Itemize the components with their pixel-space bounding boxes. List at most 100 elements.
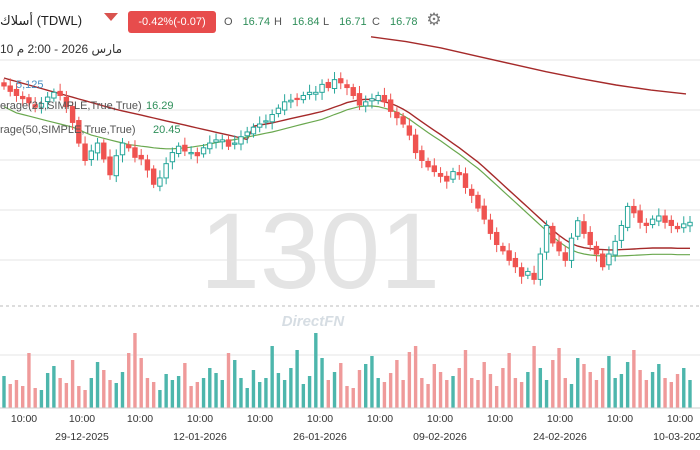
candle xyxy=(94,137,101,161)
candle xyxy=(63,91,70,113)
candle xyxy=(649,215,656,229)
candle xyxy=(76,116,82,147)
ohlc-close: C 16.78 xyxy=(372,16,417,28)
candle xyxy=(425,157,431,171)
candle xyxy=(194,147,201,164)
volume-bar xyxy=(264,378,268,408)
candle xyxy=(119,137,126,163)
symbol-dropdown-icon[interactable] xyxy=(104,13,118,21)
x-tick-date: 26-01-2026 xyxy=(293,431,347,443)
volume-readout: 5,125 xyxy=(16,79,44,91)
volume-bar xyxy=(320,358,324,408)
volume-bar xyxy=(295,350,299,408)
candle xyxy=(338,72,344,90)
candle xyxy=(599,250,606,271)
candle xyxy=(506,243,512,266)
volume-bar xyxy=(2,376,6,408)
volume-bar xyxy=(625,362,630,408)
candle xyxy=(182,137,188,157)
volume-bar xyxy=(120,372,125,408)
candle xyxy=(256,116,263,133)
x-tick-time: 10:00 xyxy=(247,413,273,425)
candle xyxy=(450,167,456,183)
candle xyxy=(319,79,325,100)
candle xyxy=(543,220,550,260)
candle xyxy=(250,123,257,138)
candle xyxy=(51,88,57,102)
volume-bar xyxy=(688,380,692,408)
volume-value: 5,125 xyxy=(16,79,44,91)
volume-bars xyxy=(2,333,692,408)
x-tick-time: 10:00 xyxy=(667,413,693,425)
volume-bar xyxy=(39,390,44,408)
volume-bar xyxy=(289,368,293,408)
volume-bar xyxy=(420,378,424,408)
gear-icon[interactable]: ⚙ xyxy=(426,10,442,29)
volume-bar xyxy=(83,390,87,408)
volume-bar xyxy=(551,360,555,408)
volume-bar xyxy=(45,373,50,408)
volume-bar xyxy=(582,364,586,408)
volume-bar xyxy=(619,374,624,408)
x-tick-time: 10:00 xyxy=(607,413,633,425)
volume-bar xyxy=(682,368,686,408)
ma21-name: erage(21,SIMPLE,True,True) xyxy=(0,100,142,112)
candle xyxy=(294,93,300,107)
volume-bar xyxy=(413,346,418,408)
volume-bar xyxy=(214,373,218,408)
candle xyxy=(213,133,219,149)
candle xyxy=(587,226,593,251)
volume-bar xyxy=(114,383,118,408)
candle xyxy=(637,204,643,229)
volume-bar xyxy=(164,374,168,408)
volume-bar xyxy=(519,382,524,408)
volume-bar xyxy=(239,378,243,408)
volume-bar xyxy=(151,382,156,408)
ohlc-open-value: 16.74 xyxy=(242,16,271,28)
x-tick-time: 10:00 xyxy=(487,413,513,425)
volume-bar xyxy=(382,382,387,408)
volume-bar xyxy=(108,380,112,408)
volume-bar xyxy=(33,388,37,408)
volume-bar xyxy=(183,363,187,408)
candle xyxy=(643,218,650,234)
candle xyxy=(350,83,356,100)
candle xyxy=(431,158,438,177)
ma50-line xyxy=(3,77,690,251)
ma21-line xyxy=(3,105,690,257)
ohlc-high-value: 16.84 xyxy=(291,16,320,28)
candle xyxy=(512,252,519,274)
candle xyxy=(244,126,250,144)
volume-bar xyxy=(457,368,461,408)
candle xyxy=(656,208,662,227)
volume-bar xyxy=(102,370,106,408)
candle xyxy=(263,114,269,129)
candle xyxy=(518,262,525,284)
candle xyxy=(44,92,51,110)
volume-bar xyxy=(270,346,274,408)
volume-bar xyxy=(58,378,62,408)
volume-bar xyxy=(357,370,362,408)
candle xyxy=(568,233,575,268)
x-tick-time: 10:00 xyxy=(69,413,95,425)
volume-bar xyxy=(669,382,673,408)
volume-bar xyxy=(426,384,430,408)
candle xyxy=(612,235,618,262)
candle xyxy=(437,167,444,183)
candle xyxy=(375,91,381,105)
volume-bar xyxy=(70,360,75,408)
ma21-readout: erage(21,SIMPLE,True,True) 16.29 xyxy=(0,100,174,112)
volume-bar xyxy=(21,386,25,408)
candle xyxy=(331,72,338,94)
volume-bar xyxy=(401,380,405,408)
candle xyxy=(556,234,562,256)
candle xyxy=(175,142,182,158)
volume-bar xyxy=(332,372,337,408)
candle xyxy=(493,227,500,253)
candle xyxy=(618,220,625,248)
volume-bar xyxy=(351,388,355,408)
candle xyxy=(150,165,157,189)
candle xyxy=(394,107,400,126)
candle xyxy=(344,79,350,96)
